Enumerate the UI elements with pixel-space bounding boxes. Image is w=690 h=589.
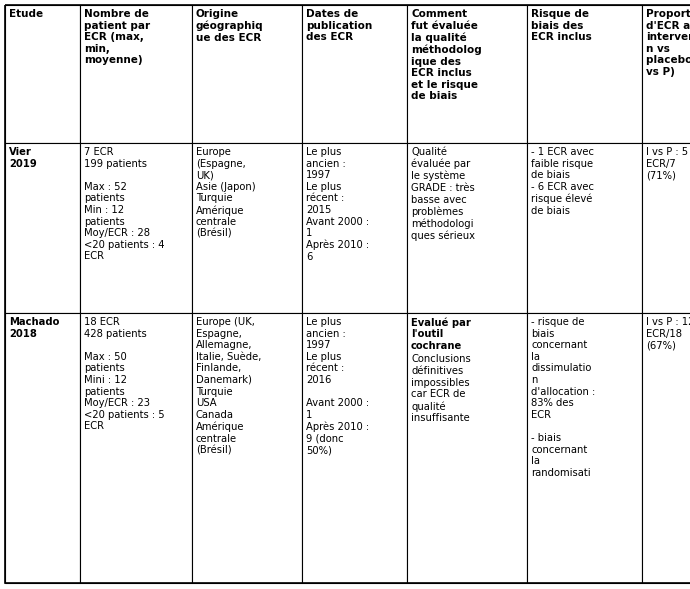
Text: Proportion
d'ECR avec
interventio
n vs
placebo (I
vs P): Proportion d'ECR avec interventio n vs p… — [646, 9, 690, 77]
Text: Qualité
évaluée par
le système
GRADE : très
basse avec
problèmes
méthodologi
que: Qualité évaluée par le système GRADE : t… — [411, 147, 475, 241]
Bar — [5, 313, 80, 583]
Text: I vs P : 12
ECR/18
(67%): I vs P : 12 ECR/18 (67%) — [646, 317, 690, 350]
Bar — [642, 5, 690, 143]
Text: - risque de
biais
concernant
la
dissimulatio
n
d'allocation :
83% des
ECR

- bia: - risque de biais concernant la dissimul… — [531, 317, 595, 478]
Text: Nombre de
patient par
ECR (max,
min,
moyenne): Nombre de patient par ECR (max, min, moy… — [84, 9, 150, 65]
Bar — [302, 5, 407, 143]
Bar — [80, 313, 192, 583]
Bar — [642, 313, 690, 583]
Bar — [80, 5, 192, 143]
Text: Risque de
biais des
ECR inclus: Risque de biais des ECR inclus — [531, 9, 592, 42]
Text: Le plus
ancien :
1997
Le plus
récent :
2016

Avant 2000 :
1
Après 2010 :
9 (donc: Le plus ancien : 1997 Le plus récent : 2… — [306, 317, 369, 455]
Bar — [407, 313, 527, 583]
Bar — [642, 143, 690, 313]
Bar — [527, 5, 642, 143]
Bar — [5, 143, 80, 313]
Bar — [80, 143, 192, 313]
Text: Comment
fut évaluée
la qualité
méthodolog
ique des
ECR inclus
et le risque
de bi: Comment fut évaluée la qualité méthodolo… — [411, 9, 482, 101]
Text: Origine
géographiq
ue des ECR: Origine géographiq ue des ECR — [196, 9, 264, 43]
Bar — [527, 313, 642, 583]
Bar — [192, 5, 302, 143]
Text: Etude: Etude — [9, 9, 43, 19]
Text: 18 ECR
428 patients

Max : 50
patients
Mini : 12
patients
Moy/ECR : 23
<20 patie: 18 ECR 428 patients Max : 50 patients Mi… — [84, 317, 165, 431]
Bar — [407, 5, 527, 143]
Bar — [302, 313, 407, 583]
Text: Conclusions
définitives
impossibles
car ECR de
qualité
insuffisante: Conclusions définitives impossibles car … — [411, 355, 471, 423]
Text: 7 ECR
199 patients

Max : 52
patients
Min : 12
patients
Moy/ECR : 28
<20 patient: 7 ECR 199 patients Max : 52 patients Min… — [84, 147, 164, 262]
Bar — [407, 143, 527, 313]
Text: Le plus
ancien :
1997
Le plus
récent :
2015
Avant 2000 :
1
Après 2010 :
6: Le plus ancien : 1997 Le plus récent : 2… — [306, 147, 369, 262]
Text: I vs P : 5
ECR/7
(71%): I vs P : 5 ECR/7 (71%) — [646, 147, 688, 180]
Text: Machado
2018: Machado 2018 — [9, 317, 59, 339]
Text: Europe (UK,
Espagne,
Allemagne,
Italie, Suède,
Finlande,
Danemark)
Turquie
USA
C: Europe (UK, Espagne, Allemagne, Italie, … — [196, 317, 262, 455]
Bar — [302, 143, 407, 313]
Text: - 1 ECR avec
faible risque
de biais
- 6 ECR avec
risque élevé
de biais: - 1 ECR avec faible risque de biais - 6 … — [531, 147, 594, 216]
Bar — [527, 143, 642, 313]
Bar — [192, 143, 302, 313]
Text: Vier
2019: Vier 2019 — [9, 147, 37, 168]
Bar — [5, 5, 80, 143]
Bar — [192, 313, 302, 583]
Text: Dates de
publication
des ECR: Dates de publication des ECR — [306, 9, 372, 42]
Text: Evalué par
l'outil
cochrane: Evalué par l'outil cochrane — [411, 317, 471, 350]
Text: Europe
(Espagne,
UK)
Asie (Japon)
Turquie
Amérique
centrale
(Brésil): Europe (Espagne, UK) Asie (Japon) Turqui… — [196, 147, 255, 239]
